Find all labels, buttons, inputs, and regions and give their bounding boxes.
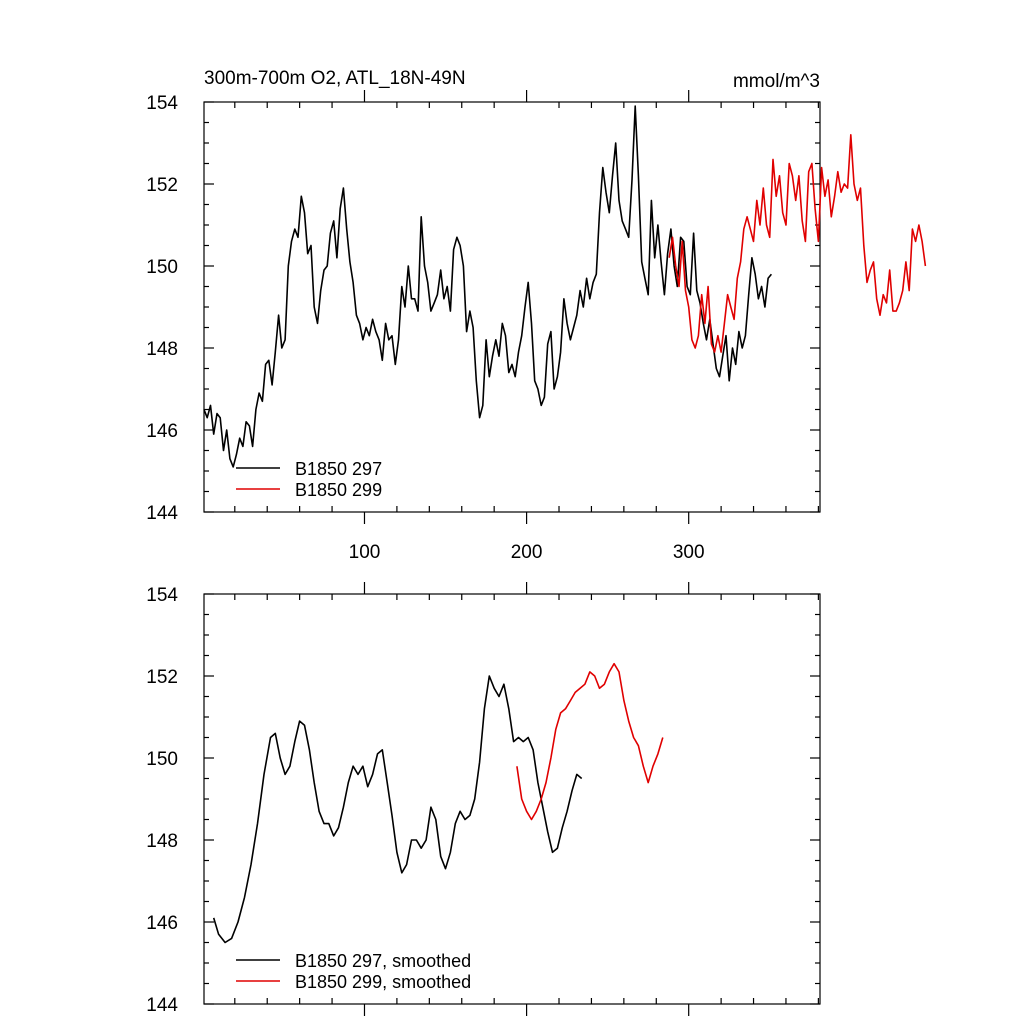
x-tick-label: 200 — [511, 542, 543, 563]
y-tick-label: 146 — [146, 913, 178, 934]
x-tick-label: 100 — [349, 542, 381, 563]
series-line-1 — [203, 105, 773, 468]
chart-title: 300m-700m O2, ATL_18N-49N — [204, 68, 466, 89]
plot-frame — [203, 593, 821, 1005]
legend-label-1: B1850 297 — [295, 459, 382, 479]
legend-label-2: B1850 299 — [295, 480, 382, 500]
series-line-1 — [212, 675, 583, 944]
y-tick-label: 150 — [146, 749, 178, 770]
y-tick-label: 146 — [146, 421, 178, 442]
series-line-2 — [516, 662, 664, 821]
bottom-panel: 144 146 148 150 152 154 B1850 297, smoothedB18… — [146, 582, 821, 1016]
legend-label-1: B1850 297, smoothed — [295, 951, 471, 971]
plot-frame — [203, 101, 821, 513]
y-tick-label: 152 — [146, 175, 178, 196]
x-tick-label: 300 — [673, 542, 705, 563]
series-line-2 — [668, 134, 927, 353]
units-label: mmol/m^3 — [733, 71, 820, 92]
y-tick-label: 152 — [146, 667, 178, 688]
y-tick-label: 150 — [146, 257, 178, 278]
y-tick-label: 154 — [146, 585, 178, 606]
legend-label-2: B1850 299, smoothed — [295, 972, 471, 992]
y-tick-label: 144 — [146, 503, 178, 524]
y-tick-label: 144 — [146, 995, 178, 1016]
y-tick-label: 154 — [146, 93, 178, 114]
y-tick-label: 148 — [146, 831, 178, 852]
y-tick-label: 148 — [146, 339, 178, 360]
top-panel: 300m-700m O2, ATL_18N-49N mmol/m^3 144 14… — [146, 68, 927, 563]
